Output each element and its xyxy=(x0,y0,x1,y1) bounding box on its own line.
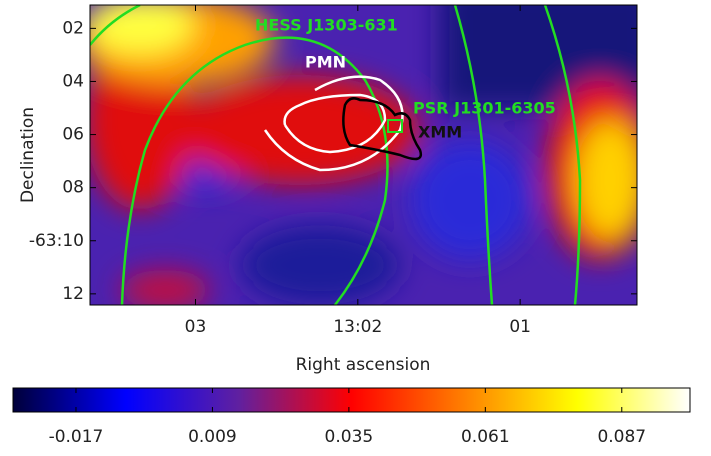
y-tick-label: 12 xyxy=(62,284,84,304)
y-tick-label: -63:10 xyxy=(29,231,84,251)
x-tick-label: 13:02 xyxy=(333,317,382,337)
x-axis-label: Right ascension xyxy=(296,355,431,375)
plot-frame xyxy=(89,4,638,306)
y-tick-label: 04 xyxy=(62,71,84,91)
colorbar-tick-label: 0.035 xyxy=(325,427,374,447)
colorbar-tick-label: 0.061 xyxy=(461,427,510,447)
annotation: HESS J1303-631 xyxy=(255,16,398,35)
y-axis-label: Declination xyxy=(18,107,38,203)
annotation: PSR J1301-6305 xyxy=(413,99,556,118)
colorbar-tick-label: 0.009 xyxy=(188,427,237,447)
annotation: PMN xyxy=(305,53,346,72)
y-tick-label: 06 xyxy=(62,125,84,145)
y-tick-label: 02 xyxy=(62,18,84,38)
colorbar xyxy=(12,387,691,413)
colorbar-tick-label: 0.087 xyxy=(597,427,646,447)
sky-map xyxy=(90,5,637,305)
y-tick-label: 08 xyxy=(62,178,84,198)
colorbar-tick-label: -0.017 xyxy=(49,427,104,447)
annotation: XMM xyxy=(418,123,462,142)
x-tick-label: 03 xyxy=(185,317,207,337)
x-tick-label: 01 xyxy=(509,317,531,337)
